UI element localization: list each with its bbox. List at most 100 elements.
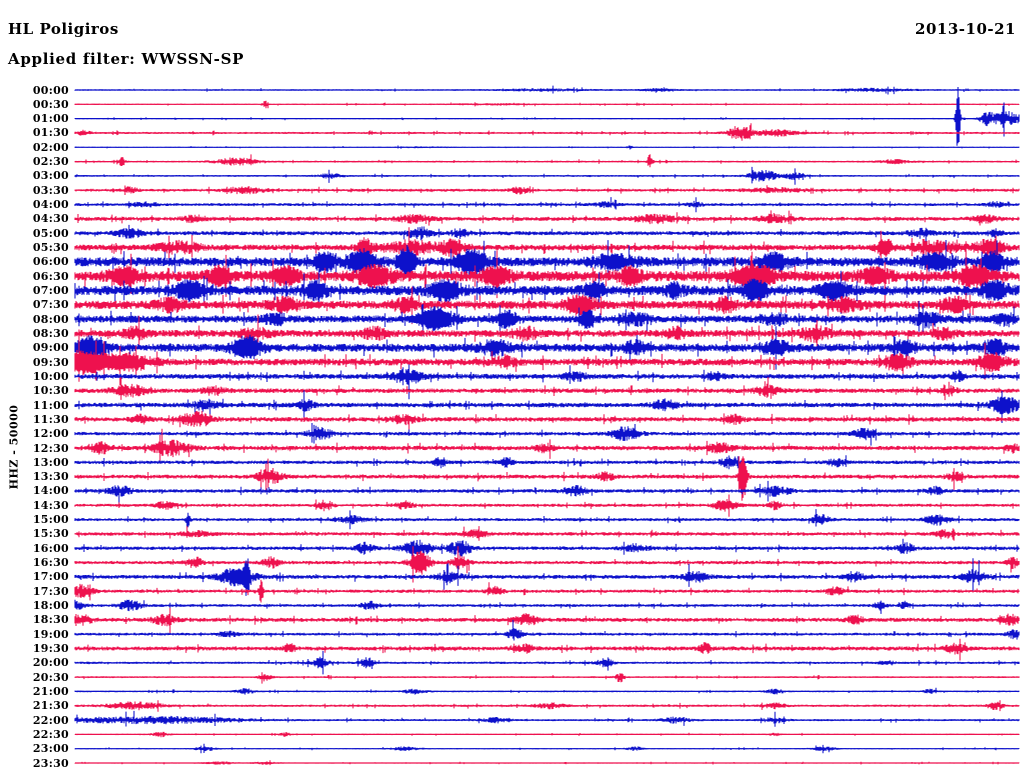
time-label: 20:00	[32, 656, 69, 670]
time-label: 06:00	[32, 255, 69, 269]
time-label: 23:00	[32, 742, 69, 756]
trace-row-23:00	[74, 743, 1020, 754]
time-label: 05:30	[32, 241, 69, 255]
time-label: 16:30	[32, 556, 69, 570]
time-label: 02:30	[32, 155, 69, 169]
trace-row-06:00	[74, 240, 1020, 286]
trace-row-09:30	[74, 333, 1020, 386]
time-label: 22:00	[32, 713, 69, 727]
trace-row-11:00	[74, 390, 1020, 423]
time-label: 09:30	[32, 355, 69, 369]
time-label: 15:00	[32, 513, 69, 527]
time-label: 04:00	[32, 198, 69, 212]
trace-row-18:00	[74, 599, 1020, 614]
time-label: 04:30	[32, 212, 69, 226]
trace-row-11:30	[74, 410, 1020, 432]
trace-row-03:00	[74, 166, 1020, 185]
trace-row-13:30	[74, 456, 1020, 501]
trace-row-15:00	[74, 509, 1020, 530]
trace-row-02:30	[74, 154, 1020, 168]
trace-row-21:00	[74, 687, 1020, 695]
time-label: 06:30	[32, 269, 69, 283]
time-label: 19:30	[32, 641, 69, 655]
trace-row-20:30	[74, 672, 1020, 684]
trace-row-08:30	[74, 314, 1020, 349]
trace-row-07:00	[74, 269, 1020, 314]
time-label: 14:30	[32, 498, 69, 512]
time-label: 03:30	[32, 183, 69, 197]
trace-row-17:30	[74, 579, 1020, 603]
time-label: 03:00	[32, 169, 69, 183]
time-label: 10:00	[32, 369, 69, 383]
time-label: 16:00	[32, 541, 69, 555]
trace-row-14:00	[74, 480, 1020, 504]
time-label: 10:30	[32, 384, 69, 398]
trace-row-01:00	[74, 87, 1020, 146]
trace-row-12:00	[74, 423, 1020, 446]
trace-row-08:00	[74, 300, 1020, 336]
trace-row-14:30	[74, 494, 1020, 517]
trace-row-05:30	[74, 227, 1020, 266]
trace-row-09:00	[74, 326, 1020, 370]
trace-row-21:30	[74, 700, 1020, 712]
time-label: 14:00	[32, 484, 69, 498]
trace-row-04:30	[74, 210, 1020, 226]
time-label: 19:00	[32, 627, 69, 641]
trace-row-23:30	[74, 760, 1020, 766]
time-label: 21:30	[32, 699, 69, 713]
time-label: 01:00	[32, 112, 69, 126]
trace-row-05:00	[74, 224, 1020, 243]
time-label: 00:30	[32, 97, 69, 111]
station-title: HL Poligiros	[8, 20, 119, 38]
trace-row-16:00	[74, 538, 1020, 557]
time-label: 11:30	[32, 412, 69, 426]
time-label: 01:30	[32, 126, 69, 140]
trace-row-06:30	[74, 250, 1020, 303]
time-label: 08:30	[32, 326, 69, 340]
time-label: 18:30	[32, 613, 69, 627]
trace-row-02:00	[74, 145, 1020, 150]
trace-row-15:30	[74, 526, 1020, 541]
plot-date: 2013-10-21	[915, 20, 1016, 38]
time-label: 13:00	[32, 455, 69, 469]
time-label: 05:00	[32, 226, 69, 240]
trace-row-17:00	[74, 558, 1020, 596]
trace-row-20:00	[74, 651, 1020, 675]
trace-row-18:30	[74, 607, 1020, 634]
trace-row-04:00	[74, 197, 1020, 213]
trace-row-22:00	[74, 710, 1020, 727]
time-label: 09:00	[32, 341, 69, 355]
time-label: 00:00	[32, 83, 69, 97]
time-label: 12:00	[32, 427, 69, 441]
time-label: 17:00	[32, 570, 69, 584]
trace-row-00:00	[74, 85, 1020, 95]
applied-filter-label: Applied filter: WWSSN-SP	[8, 50, 245, 68]
time-label: 07:00	[32, 283, 69, 297]
time-label: 12:30	[32, 441, 69, 455]
trace-row-03:30	[74, 185, 1020, 195]
time-label: 08:00	[32, 312, 69, 326]
time-label: 22:30	[32, 727, 69, 741]
trace-row-00:30	[74, 100, 1020, 109]
trace-row-01:30	[74, 123, 1020, 141]
time-label: 13:30	[32, 470, 69, 484]
time-label: 17:30	[32, 584, 69, 598]
time-label: 21:00	[32, 684, 69, 698]
trace-row-07:30	[74, 286, 1020, 325]
time-label: 02:00	[32, 140, 69, 154]
trace-row-19:00	[74, 619, 1020, 641]
time-label: 18:00	[32, 599, 69, 613]
trace-row-22:30	[74, 731, 1020, 738]
time-label: 23:30	[32, 756, 69, 770]
time-label: 11:00	[32, 398, 69, 412]
trace-row-10:00	[74, 364, 1020, 400]
time-label: 15:30	[32, 527, 69, 541]
trace-row-13:00	[74, 455, 1020, 470]
trace-row-10:30	[74, 377, 1020, 401]
trace-row-12:30	[74, 428, 1020, 464]
trace-row-19:30	[74, 638, 1020, 661]
time-label: 07:30	[32, 298, 69, 312]
trace-row-16:30	[74, 546, 1020, 583]
